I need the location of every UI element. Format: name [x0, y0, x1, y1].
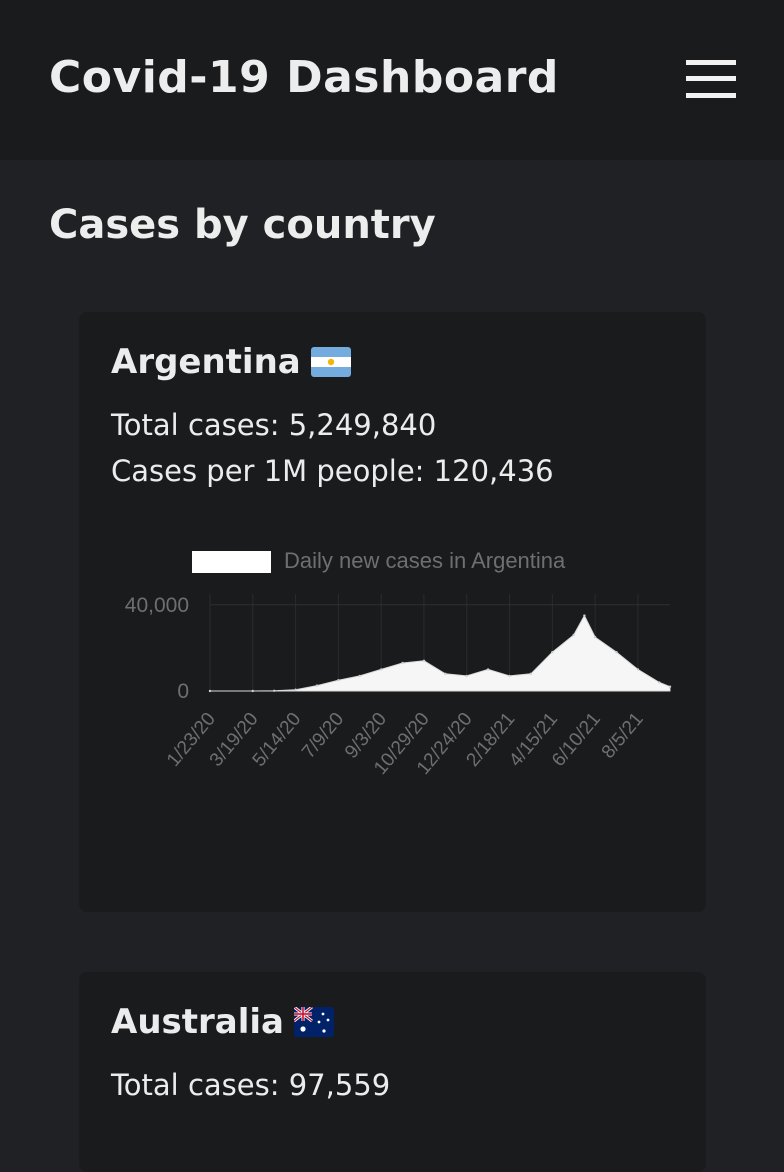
app-title: Covid-19 Dashboard — [49, 52, 559, 103]
country-name: Argentina — [111, 342, 301, 382]
data-point — [658, 681, 661, 684]
country-card-australia: Australia Total cases: 97,559 — [79, 972, 706, 1172]
data-point — [315, 684, 319, 687]
y-tick-label: 40,000 — [125, 594, 189, 617]
data-point — [668, 685, 672, 688]
data-point — [529, 672, 533, 675]
x-tick-label: 7/9/20 — [298, 709, 348, 763]
data-point — [636, 668, 640, 671]
data-point — [444, 672, 447, 675]
australia-flag-icon — [293, 1007, 334, 1037]
country-card-argentina: Argentina Total cases: 5,249,840 Cases p… — [79, 312, 706, 912]
series-area — [210, 614, 671, 692]
top-bar: Covid-19 Dashboard — [0, 0, 784, 160]
argentina-flag-icon — [310, 347, 351, 377]
data-point — [465, 674, 468, 678]
legend-swatch — [192, 551, 271, 573]
data-point — [551, 651, 554, 654]
data-point — [294, 688, 297, 691]
data-point — [401, 661, 404, 665]
y-tick-label: 0 — [177, 680, 189, 703]
data-point — [593, 635, 597, 639]
data-point — [583, 614, 586, 617]
data-point — [273, 689, 276, 692]
data-point — [358, 674, 361, 678]
data-point — [422, 659, 426, 662]
section-title: Cases by country — [49, 202, 436, 248]
total-cases: Total cases: 97,559 — [111, 1068, 391, 1102]
data-point — [380, 668, 383, 671]
cases-per-million: Cases per 1M people: 120,436 — [111, 454, 554, 488]
legend-label: Daily new cases in Argentina — [284, 548, 566, 573]
data-point — [572, 633, 575, 637]
data-point — [337, 679, 340, 682]
data-point — [486, 668, 490, 671]
data-point — [615, 651, 618, 654]
country-heading: Australia — [111, 1002, 334, 1042]
data-point — [251, 689, 254, 693]
x-tick-label: 8/5/21 — [598, 709, 648, 763]
data-point — [208, 689, 212, 693]
daily-cases-chart: Daily new cases in Argentina 040,000 1/2… — [125, 548, 672, 779]
data-point — [508, 674, 511, 678]
hamburger-menu-icon[interactable] — [684, 57, 736, 101]
country-name: Australia — [111, 1002, 284, 1042]
country-heading: Argentina — [111, 342, 351, 382]
total-cases: Total cases: 5,249,840 — [111, 408, 437, 442]
